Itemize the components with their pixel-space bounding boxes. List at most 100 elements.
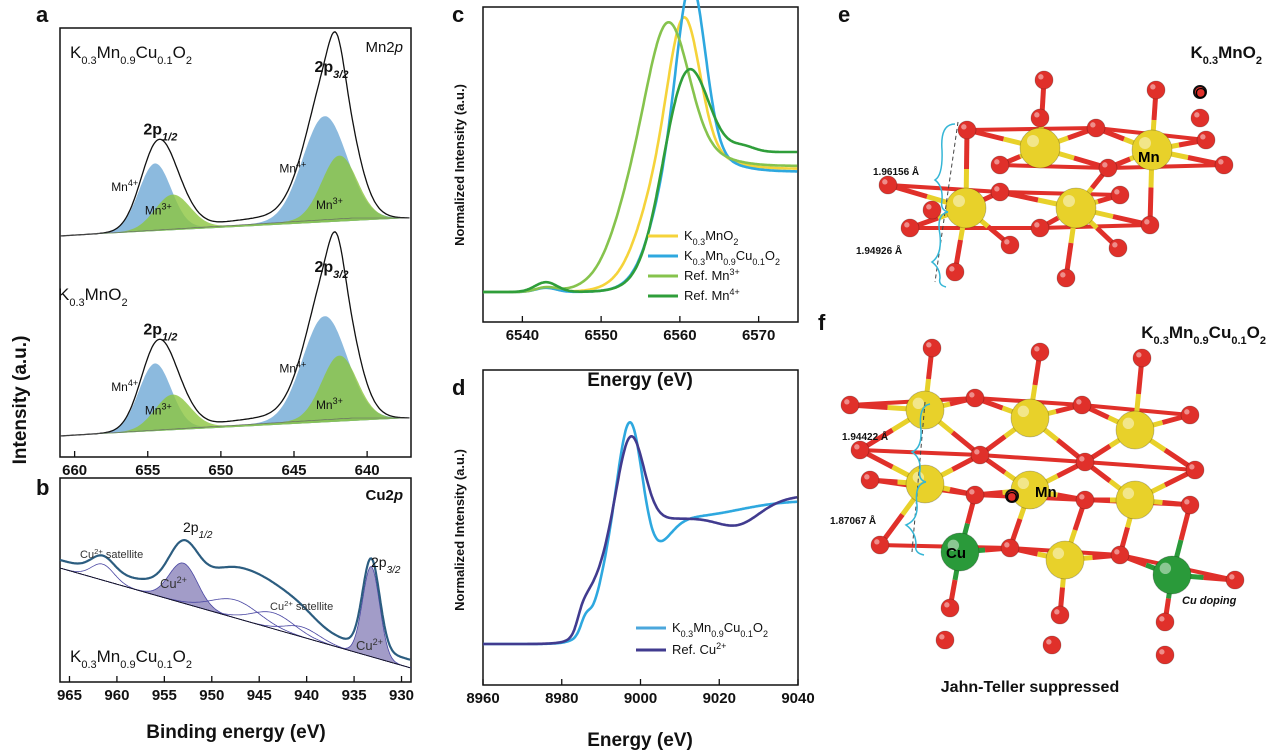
panel-e-oxygen-atom xyxy=(1140,215,1160,235)
panel-c: c Normalized Intensity (a.u.) 6540 6550 65… xyxy=(452,0,799,391)
panel-d-label: d xyxy=(452,375,465,400)
panel-b-tick-label: 940 xyxy=(294,687,319,704)
panel-e-oxygen-atom-highlight xyxy=(1034,222,1040,228)
panel-e-oxygen-atom xyxy=(990,155,1010,175)
panel-d-tick-label: 8960 xyxy=(466,690,499,707)
panel-f-oxygen-atom-highlight xyxy=(926,342,932,348)
panel-f-bond-1: 1.94422 Å xyxy=(842,430,888,443)
panel-b-satellite-label-1: Cu2+ satellite xyxy=(80,547,143,562)
panel-a-xticks: 660 655 650 645 640 xyxy=(62,451,380,479)
panel-f-oxygen-atom-highlight xyxy=(1189,464,1195,470)
panel-f-oxygen-atom xyxy=(1180,495,1200,515)
panel-f-oxygen-atom-highlight xyxy=(844,399,850,405)
panel-e-oxygen-atom xyxy=(878,175,898,195)
panel-a-frame xyxy=(59,27,412,458)
panel-f-manganese-atom xyxy=(1115,410,1155,450)
panel-f-oxygen-atom-highlight xyxy=(1136,352,1142,358)
panel-f-oxygen-atom-highlight xyxy=(1229,574,1235,580)
panel-f-oxygen-atom-highlight xyxy=(1046,639,1052,645)
panel-e-oxygen-atom-highlight xyxy=(1102,162,1108,168)
panel-e-oxygen-atom-highlight xyxy=(1200,134,1206,140)
panel-d-tick-label: 9020 xyxy=(703,690,736,707)
panel-f-manganese-atom-highlight xyxy=(1122,417,1135,430)
panel-f-oxygen-atom-highlight xyxy=(1079,494,1085,500)
panel-f-manganese-atom xyxy=(905,390,945,430)
panel-f-oxygen-atom xyxy=(1075,490,1095,510)
panel-a-top-sample: K0.3Mn0.9Cu0.1O2 xyxy=(70,43,192,67)
panel-a-top-label-mn4-a: Mn4+ xyxy=(111,178,138,194)
panel-a-bottom-component-mn3 xyxy=(60,394,410,436)
panel-e-oxygen-atom-highlight xyxy=(926,204,932,210)
panel-e-oxygen-atom-highlight xyxy=(949,266,955,272)
panel-f-copper-atom xyxy=(1152,555,1192,595)
panel-f-oxygen-atom xyxy=(850,440,870,460)
panel-e-manganese-atom-highlight xyxy=(1139,137,1151,149)
panel-c-xticks: 6540 6550 6560 6570 xyxy=(506,316,775,344)
panel-b-envelope xyxy=(59,538,411,661)
panel-a: a K0.3Mn0.9Cu0.1O2 Mn2p K0.3MnO2 2p1/22p… xyxy=(36,2,412,479)
panel-e-oxygen-atom xyxy=(1110,185,1130,205)
panel-f-manganese-atom xyxy=(1115,480,1155,520)
shared-ylabel: Intensity (a.u.) xyxy=(10,336,31,465)
panel-e-oxygen-atom-highlight xyxy=(1060,272,1066,278)
panel-a-bottom-background xyxy=(59,417,410,437)
panel-f-copper-atom xyxy=(940,532,980,572)
panel-b-background xyxy=(59,567,411,669)
panel-e-oxygen-atom-highlight xyxy=(1034,112,1040,118)
panel-e-dashed-axis xyxy=(934,121,959,283)
panel-a-top-component-mn3 xyxy=(60,194,410,236)
panel-e-oxygen-atom-highlight xyxy=(1218,159,1224,165)
panel-f-caption: Jahn-Teller suppressed xyxy=(941,679,1119,696)
panel-a-bottom-peak-2p12: 2p1/2 xyxy=(143,322,177,344)
panel-e-oxygen-link xyxy=(887,183,1001,194)
panel-d: d Normalized Intensity (a.u.) 8960 8980 90… xyxy=(452,369,815,751)
panel-c-legend-label: Ref. Mn3+ xyxy=(684,267,740,283)
panel-b-frame xyxy=(59,477,412,683)
panel-f-oxygen-atom-highlight xyxy=(1076,399,1082,405)
panel-f-oxygen-atom xyxy=(1185,460,1205,480)
panel-e-o-label: O xyxy=(1195,85,1207,102)
panel-f-brace-2 xyxy=(904,481,927,556)
panel-e-oxygen-atom xyxy=(1034,70,1054,90)
panel-f-oxygen-atom xyxy=(1072,395,1092,415)
panel-e-brace-2 xyxy=(930,211,949,288)
panel-b-tick-label: 950 xyxy=(199,687,224,704)
panel-e-manganese-atom-highlight xyxy=(1027,135,1039,147)
panel-e-oxygen-atom xyxy=(922,200,942,220)
panel-e-manganese-atom xyxy=(1055,187,1097,229)
panel-f-cu-label: Cu xyxy=(946,545,966,562)
panel-f-oxygen-link xyxy=(859,448,981,457)
panel-f-oxygen-atom xyxy=(922,338,942,358)
panel-e-title: K0.3MnO2 xyxy=(1191,43,1262,67)
panel-e-oxygen-link xyxy=(966,126,1097,132)
panel-d-tick-label: 9040 xyxy=(781,690,814,707)
panel-e-oxygen-atom xyxy=(1190,108,1210,128)
panel-e-oxygen-link xyxy=(1107,163,1225,170)
panel-a-top-component-mn3 xyxy=(60,155,410,236)
panel-b-peak-2p12: 2p1/2 xyxy=(183,519,213,541)
panel-e-oxygen-atom-highlight xyxy=(904,222,910,228)
panel-f-brace-1 xyxy=(910,403,931,483)
panel-b-tick-label: 955 xyxy=(152,687,177,704)
panel-f-manganese-atom xyxy=(1045,540,1085,580)
panel-e-oxygen-atom-highlight xyxy=(994,159,1000,165)
panel-f-oxygen-atom xyxy=(970,445,990,465)
panel-b-tick-label: 965 xyxy=(57,687,82,704)
panel-e-oxygen-atom xyxy=(1214,155,1234,175)
panel-a-top-component-mn4 xyxy=(60,163,410,236)
panel-f-doping-label: Cu doping xyxy=(1182,595,1237,607)
panel-f-manganese-atom-highlight xyxy=(1122,487,1135,500)
panel-e-crystal-structure: O Mn xyxy=(878,70,1234,288)
panel-b-core-level: Cu2p xyxy=(365,487,403,504)
panel-a-label: a xyxy=(36,2,49,27)
panel-d-legend-label: K0.3Mn0.9Cu0.1O2 xyxy=(672,620,768,639)
panel-f-mn-label: Mn xyxy=(1035,484,1057,501)
panel-a-bottom-component-mn4 xyxy=(60,363,410,436)
panel-d-legend-label: Ref. Cu2+ xyxy=(672,641,726,657)
panel-e-bond-2: 1.94926 Å xyxy=(856,244,902,257)
panel-c-legend-label: K0.3MnO2 xyxy=(684,228,738,247)
panel-f-oxygen-atom-highlight xyxy=(1079,456,1085,462)
panel-f-oxygen-atom xyxy=(1050,605,1070,625)
panel-e: e K0.3MnO2 O Mn 1.96156 Å 1.94926 Å xyxy=(838,2,1262,288)
